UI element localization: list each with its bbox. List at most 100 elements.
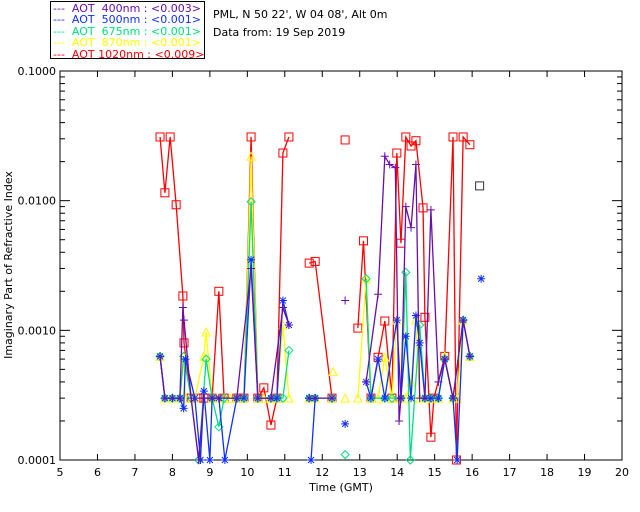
data-point-plus bbox=[395, 416, 404, 425]
x-tick-label: 20 bbox=[615, 466, 629, 479]
y-tick-label: 0.1000 bbox=[18, 65, 57, 78]
data-point-plus bbox=[362, 377, 371, 386]
legend-entry-675nm: --- AOT 675nm : <0.001> bbox=[53, 24, 201, 38]
legend-entry-1020nm: --- AOT 1020nm : <0.009> bbox=[53, 47, 205, 61]
data-point-plus bbox=[232, 394, 241, 403]
data-point-plus bbox=[208, 394, 217, 403]
data-point-star bbox=[205, 456, 214, 464]
data-point-plus bbox=[374, 290, 383, 299]
data-point-square bbox=[284, 132, 294, 142]
y-tick-label: 0.0001 bbox=[18, 454, 57, 467]
data-point-plus bbox=[459, 316, 468, 325]
x-tick-label: 15 bbox=[428, 466, 442, 479]
data-point-star bbox=[453, 456, 462, 464]
data-point-plus bbox=[434, 377, 443, 386]
data-point-diamond bbox=[361, 274, 371, 284]
data-point-square bbox=[401, 132, 411, 142]
data-point-triangle bbox=[340, 393, 350, 403]
data-point-plus bbox=[440, 355, 449, 364]
data-point-plus bbox=[328, 394, 337, 403]
data-point-square bbox=[465, 140, 475, 150]
data-point-plus bbox=[194, 456, 203, 464]
data-point-triangle bbox=[328, 366, 338, 377]
data-point-star bbox=[392, 316, 401, 325]
data-point-square bbox=[340, 135, 350, 145]
data-point-plus bbox=[396, 394, 405, 403]
data-point-square bbox=[179, 338, 189, 348]
data-point-square bbox=[420, 312, 430, 322]
data-point-square bbox=[160, 188, 170, 198]
data-point-square bbox=[411, 136, 421, 146]
data-point-diamond bbox=[201, 354, 211, 364]
data-point-star bbox=[415, 338, 424, 347]
x-tick-label: 10 bbox=[240, 466, 254, 479]
data-point-plus bbox=[253, 394, 262, 403]
data-point-star bbox=[426, 394, 435, 403]
series-other bbox=[475, 181, 485, 191]
data-point-star bbox=[278, 296, 287, 305]
data-point-plus bbox=[214, 394, 223, 403]
data-point-square bbox=[171, 200, 181, 210]
data-point-plus bbox=[426, 205, 435, 214]
data-point-plus bbox=[380, 152, 389, 161]
data-point-triangle bbox=[380, 352, 390, 362]
data-point-diamond bbox=[278, 393, 288, 403]
data-point-plus bbox=[391, 163, 400, 172]
data-point-star bbox=[272, 394, 281, 403]
data-point-plus bbox=[187, 394, 196, 403]
data-point-diamond bbox=[246, 197, 256, 207]
data-point-diamond bbox=[405, 455, 416, 465]
x-tick-label: 16 bbox=[465, 466, 479, 479]
y-tick-label: 0.0010 bbox=[18, 324, 57, 337]
data-date: Data from: 19 Sep 2019 bbox=[213, 26, 346, 39]
data-point-star bbox=[199, 387, 208, 396]
data-point-plus bbox=[266, 394, 275, 403]
data-point-plus bbox=[178, 303, 187, 312]
data-point-diamond bbox=[387, 393, 397, 403]
series-aot-400nm bbox=[156, 152, 474, 464]
data-point-square bbox=[475, 181, 485, 191]
data-point-plus bbox=[411, 160, 420, 169]
data-point-star bbox=[220, 456, 229, 464]
legend: --- AOT 400nm : <0.003> --- AOT 500nm : … bbox=[50, 1, 205, 61]
data-point-plus bbox=[180, 316, 189, 325]
data-point-square bbox=[418, 203, 428, 213]
data-point-plus bbox=[156, 352, 165, 361]
data-point-star bbox=[179, 404, 188, 413]
data-point-square bbox=[214, 286, 224, 296]
site-info: PML, N 50 22', W 04 08', Alt 0m Data fro… bbox=[213, 6, 387, 42]
x-tick-label: 18 bbox=[540, 466, 554, 479]
data-point-star bbox=[434, 394, 443, 403]
x-tick-label: 8 bbox=[169, 466, 176, 479]
y-axis-label: Imaginary Part of Refractive Index bbox=[2, 171, 15, 359]
data-point-square bbox=[406, 141, 416, 151]
x-tick-label: 11 bbox=[278, 466, 292, 479]
data-point-square bbox=[178, 291, 188, 301]
data-point-star bbox=[477, 274, 486, 283]
x-tick-label: 13 bbox=[353, 466, 367, 479]
series-line bbox=[159, 136, 290, 426]
data-point-plus bbox=[465, 352, 474, 361]
site-location: PML, N 50 22', W 04 08', Alt 0m bbox=[213, 8, 388, 21]
data-point-square bbox=[380, 316, 390, 326]
data-point-star bbox=[239, 394, 248, 403]
data-point-square bbox=[165, 132, 175, 142]
data-point-star bbox=[341, 419, 350, 428]
plot-frame bbox=[59, 70, 623, 461]
x-tick-label: 17 bbox=[503, 466, 517, 479]
data-point-plus bbox=[175, 394, 184, 403]
data-point-star bbox=[247, 255, 256, 264]
data-point-plus bbox=[385, 160, 394, 169]
data-point-star bbox=[307, 456, 316, 464]
data-point-square bbox=[259, 383, 269, 393]
data-point-plus bbox=[284, 320, 293, 329]
data-point-square bbox=[246, 132, 256, 142]
data-point-diamond bbox=[340, 449, 350, 460]
data-point-star bbox=[380, 394, 389, 403]
data-point-square bbox=[304, 258, 314, 268]
data-point-plus bbox=[278, 303, 287, 312]
data-point-square bbox=[426, 432, 436, 442]
data-point-square bbox=[358, 236, 368, 246]
data-point-star bbox=[411, 311, 420, 320]
